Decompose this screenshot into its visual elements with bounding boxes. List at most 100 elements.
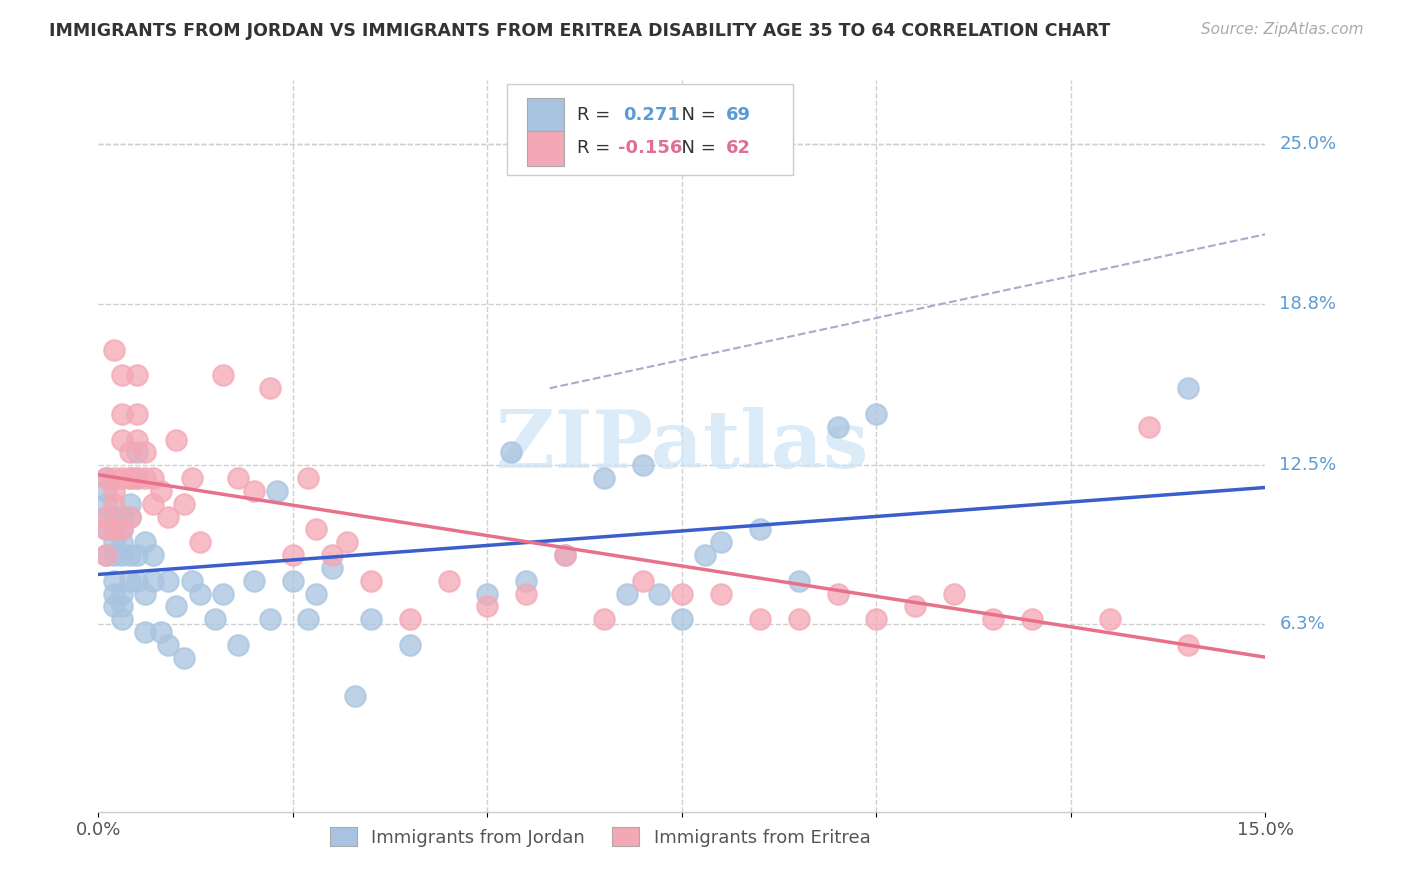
Point — [748, 612, 770, 626]
Point — [827, 419, 849, 434]
Point — [266, 483, 288, 498]
FancyBboxPatch shape — [508, 84, 793, 176]
Point — [204, 612, 226, 626]
Point — [157, 638, 180, 652]
Point — [111, 433, 134, 447]
Point — [360, 612, 382, 626]
Point — [96, 509, 118, 524]
Point — [1021, 612, 1043, 626]
Point — [281, 548, 304, 562]
FancyBboxPatch shape — [527, 130, 564, 166]
Point — [631, 574, 654, 588]
Point — [111, 407, 134, 421]
Point — [103, 548, 125, 562]
Point — [499, 445, 522, 459]
Point — [127, 445, 149, 459]
Point — [103, 586, 125, 600]
Point — [96, 523, 118, 537]
Point — [228, 471, 250, 485]
Point — [118, 445, 141, 459]
Point — [157, 509, 180, 524]
Point — [398, 612, 420, 626]
Point — [96, 497, 118, 511]
Point — [671, 612, 693, 626]
Point — [228, 638, 250, 652]
Point — [437, 574, 460, 588]
Text: 62: 62 — [727, 139, 751, 157]
Point — [593, 471, 616, 485]
Point — [477, 599, 499, 614]
Point — [118, 471, 141, 485]
Point — [127, 433, 149, 447]
Point — [243, 574, 266, 588]
Point — [981, 612, 1004, 626]
Point — [111, 599, 134, 614]
Point — [173, 497, 195, 511]
Text: 18.8%: 18.8% — [1279, 294, 1336, 312]
Point — [111, 548, 134, 562]
Point — [157, 574, 180, 588]
Point — [103, 574, 125, 588]
Point — [477, 586, 499, 600]
Point — [671, 586, 693, 600]
Point — [142, 471, 165, 485]
Point — [305, 586, 328, 600]
Point — [142, 574, 165, 588]
Point — [593, 612, 616, 626]
Point — [96, 548, 118, 562]
Point — [748, 523, 770, 537]
Point — [904, 599, 927, 614]
Point — [134, 586, 156, 600]
Point — [695, 548, 717, 562]
Point — [103, 471, 125, 485]
Point — [180, 574, 202, 588]
Point — [1177, 638, 1199, 652]
Point — [865, 612, 887, 626]
Point — [554, 548, 576, 562]
Text: 6.3%: 6.3% — [1279, 615, 1324, 633]
Text: 69: 69 — [727, 106, 751, 124]
Point — [149, 483, 172, 498]
Point — [259, 381, 281, 395]
Point — [111, 586, 134, 600]
Point — [96, 471, 118, 485]
Point — [321, 561, 343, 575]
Point — [103, 599, 125, 614]
Point — [297, 471, 319, 485]
Point — [96, 509, 118, 524]
Point — [127, 574, 149, 588]
Text: R =: R = — [576, 106, 616, 124]
Point — [398, 638, 420, 652]
Text: 0.271: 0.271 — [623, 106, 681, 124]
Text: -0.156: -0.156 — [617, 139, 682, 157]
Point — [165, 433, 187, 447]
Point — [127, 548, 149, 562]
Point — [96, 483, 118, 498]
Point — [149, 625, 172, 640]
Point — [188, 586, 211, 600]
Point — [616, 586, 638, 600]
Point — [96, 523, 118, 537]
Point — [118, 509, 141, 524]
Point — [259, 612, 281, 626]
Point — [1177, 381, 1199, 395]
Point — [127, 407, 149, 421]
Point — [305, 523, 328, 537]
Point — [118, 509, 141, 524]
Point — [118, 574, 141, 588]
Point — [173, 650, 195, 665]
Point — [710, 535, 733, 549]
Point — [827, 586, 849, 600]
Point — [631, 458, 654, 473]
Point — [321, 548, 343, 562]
Point — [647, 586, 669, 600]
Point — [111, 509, 134, 524]
Text: Source: ZipAtlas.com: Source: ZipAtlas.com — [1201, 22, 1364, 37]
Point — [1137, 419, 1160, 434]
Point — [243, 483, 266, 498]
Point — [96, 471, 118, 485]
Point — [212, 368, 235, 383]
Point — [554, 548, 576, 562]
Point — [111, 471, 134, 485]
Point — [103, 523, 125, 537]
